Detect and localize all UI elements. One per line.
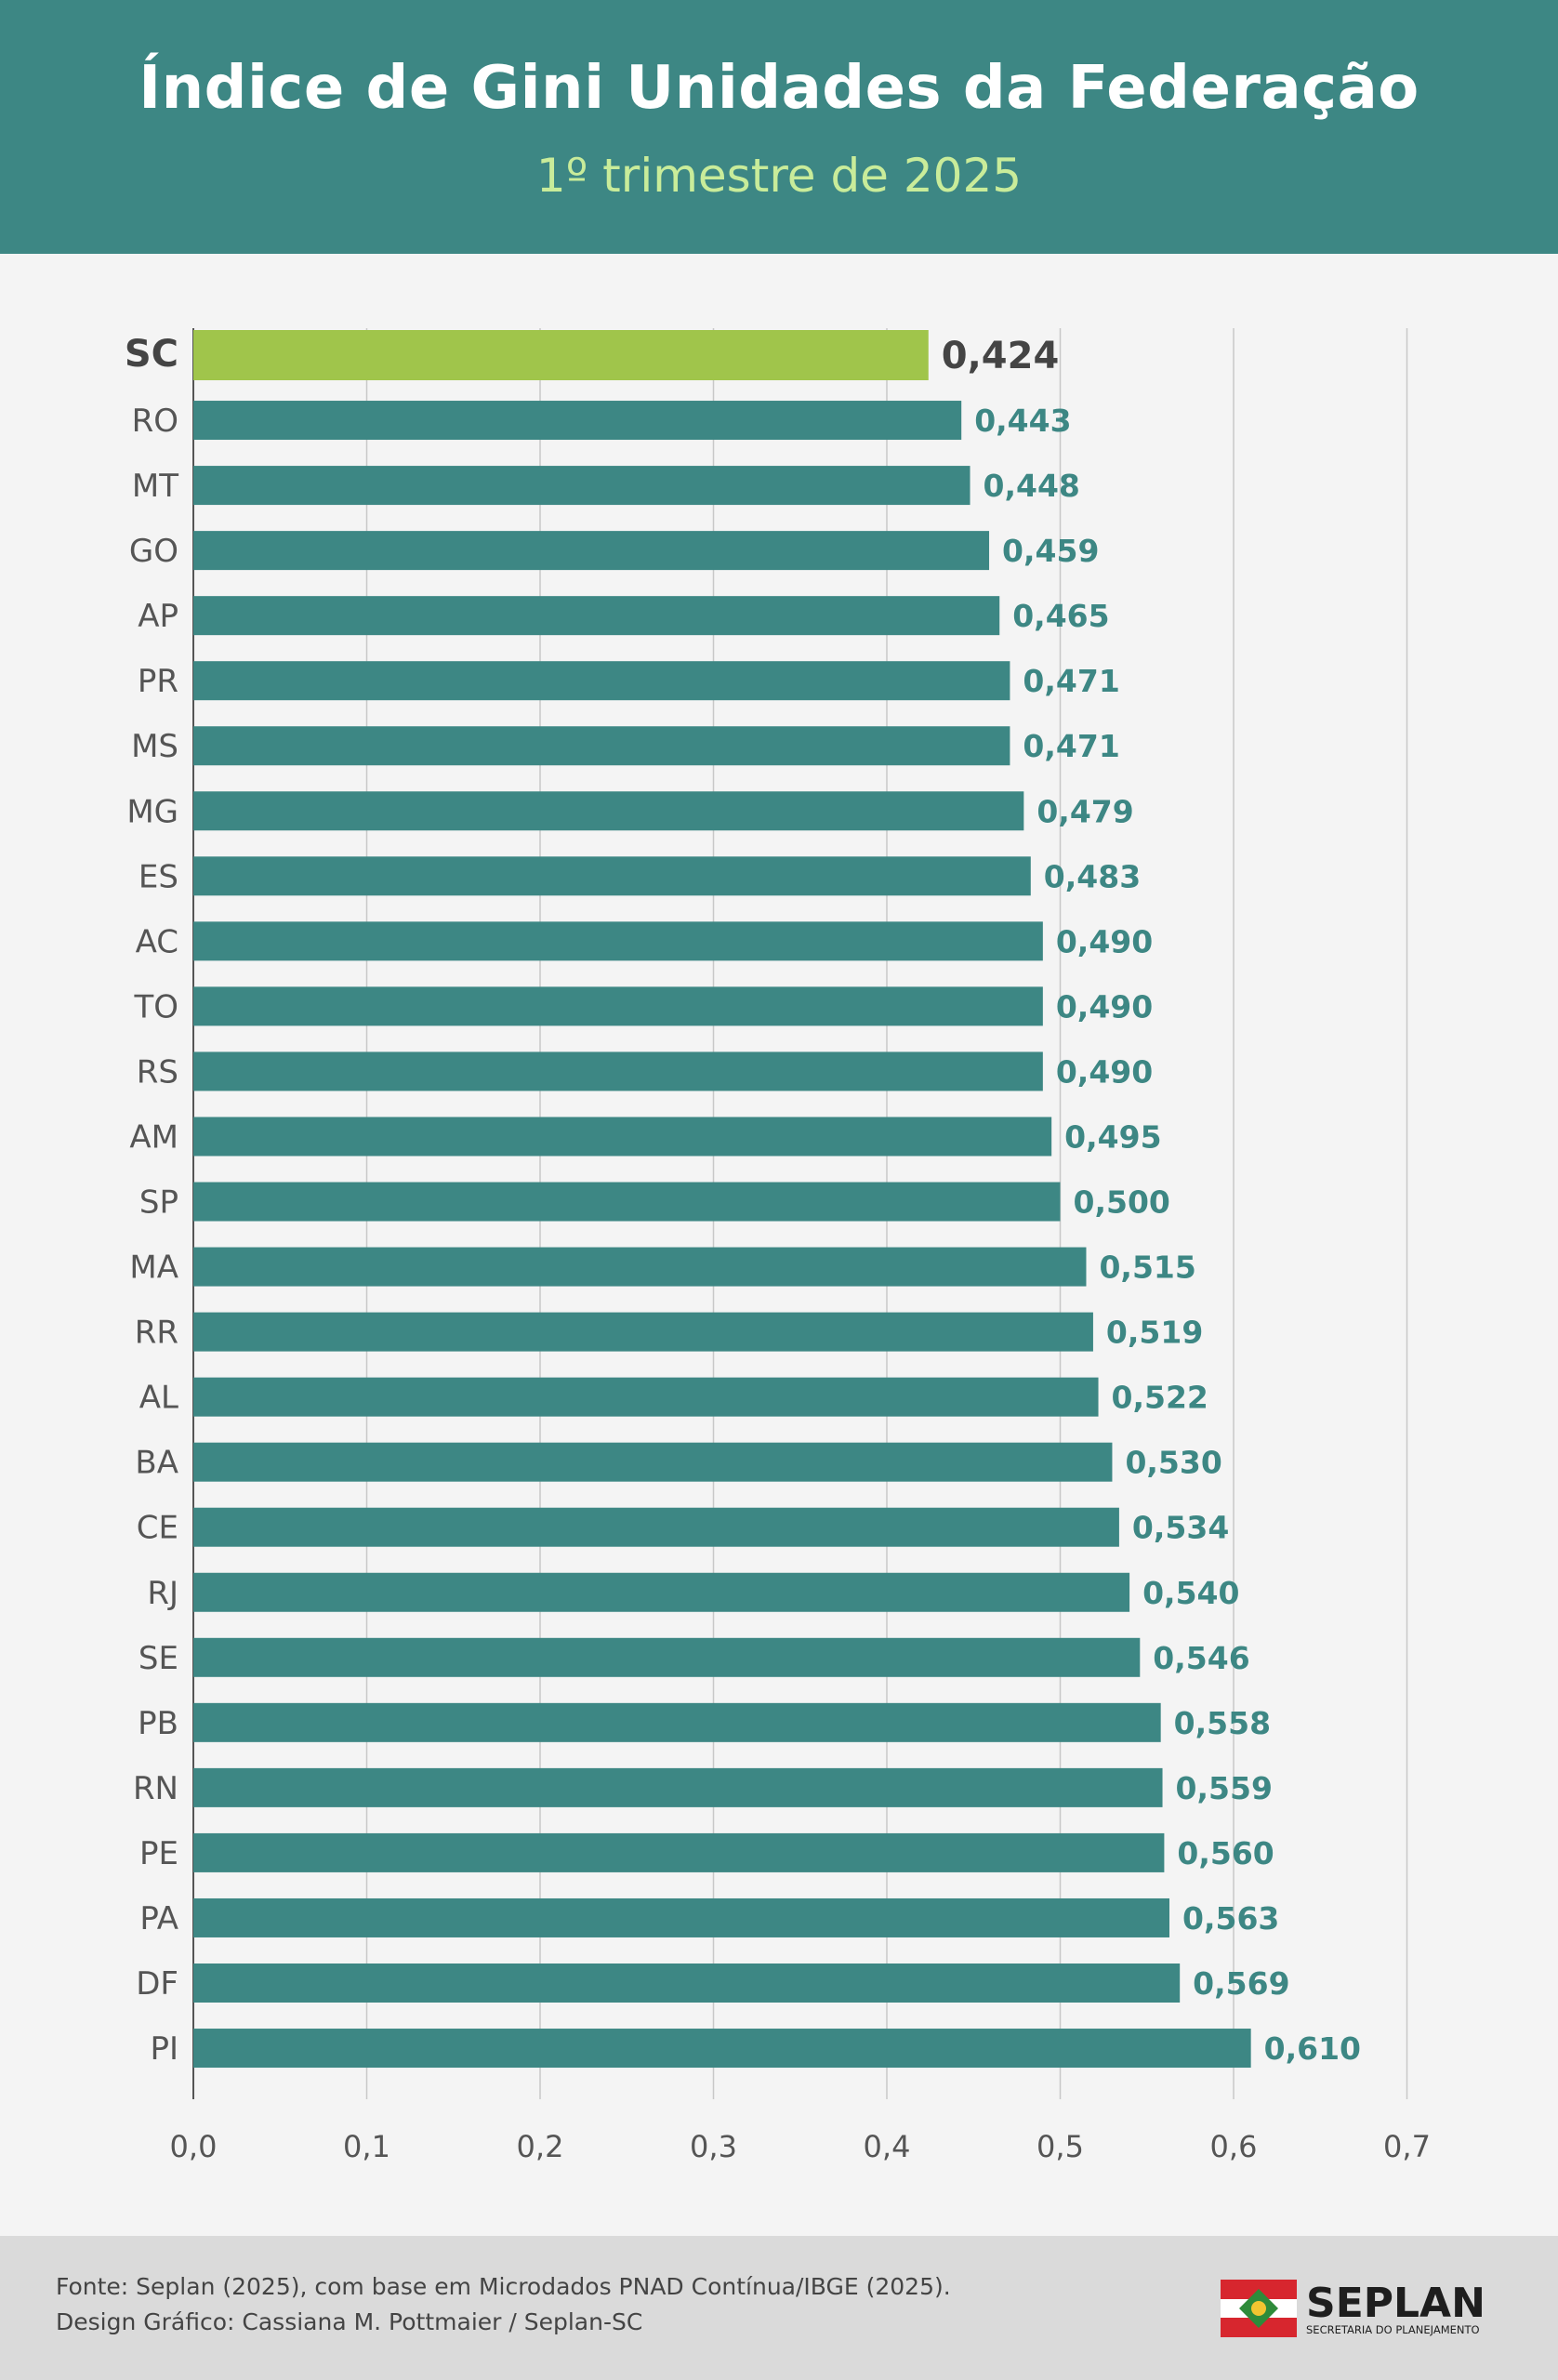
value-label: 0,443 [974, 403, 1071, 439]
value-label: 0,495 [1064, 1118, 1161, 1155]
x-tick-label: 0,3 [690, 2129, 737, 2164]
value-label: 0,540 [1142, 1575, 1239, 1611]
value-label: 0,471 [1023, 663, 1119, 699]
bar [193, 1507, 1119, 1547]
bar [193, 1897, 1169, 1937]
category-label: RN [133, 1770, 178, 1807]
category-label: SP [139, 1184, 178, 1222]
category-label: AC [136, 923, 178, 960]
bar [193, 1832, 1165, 1872]
bar [193, 986, 1043, 1026]
logo-subtext: SECRETARIA DO PLANEJAMENTO [1306, 2323, 1480, 2336]
bar [193, 1182, 1061, 1222]
bar [193, 1572, 1130, 1612]
chart-subtitle: 1º trimestre de 2025 [535, 149, 1023, 203]
category-label: SE [139, 1640, 178, 1677]
value-label: 0,448 [984, 468, 1080, 504]
bar-highlight [193, 330, 929, 380]
seplan-logo: SEPLAN SECRETARIA DO PLANEJAMENTO [1221, 2280, 1485, 2337]
value-label: 0,546 [1153, 1640, 1249, 1676]
bar [193, 661, 1010, 701]
bar [193, 1312, 1093, 1352]
x-tick-label: 0,7 [1383, 2129, 1431, 2164]
category-label: RS [137, 1053, 178, 1091]
category-label: AL [139, 1380, 178, 1417]
category-label: MT [132, 468, 178, 505]
value-label: 0,522 [1112, 1380, 1208, 1416]
value-label: 0,490 [1056, 923, 1153, 959]
category-label: PR [138, 663, 178, 700]
bar [193, 1702, 1161, 1742]
category-label: PB [138, 1705, 178, 1742]
category-label: MG [126, 793, 178, 830]
bar [193, 466, 970, 506]
x-tick-label: 0,6 [1210, 2129, 1258, 2164]
category-label: GO [129, 533, 178, 570]
value-label: 0,610 [1264, 2030, 1361, 2067]
category-label: TO [133, 988, 178, 1025]
category-label: MS [131, 728, 178, 765]
category-label: BA [135, 1445, 178, 1482]
category-label: PI [150, 2030, 178, 2068]
x-tick-label: 0,2 [517, 2129, 564, 2164]
value-label: 0,424 [942, 335, 1060, 377]
category-label: SC [125, 333, 178, 376]
x-tick-label: 0,1 [343, 2129, 390, 2164]
value-label: 0,534 [1132, 1510, 1229, 1546]
chart-header: Índice de Gini Unidades da Federação 1º … [0, 0, 1558, 254]
category-label: AP [138, 598, 178, 635]
bar [193, 596, 1000, 636]
category-label: AM [129, 1118, 178, 1156]
value-label: 0,471 [1023, 728, 1119, 764]
bar [193, 531, 990, 571]
x-tick-label: 0,0 [170, 2129, 218, 2164]
x-tick-label: 0,5 [1036, 2129, 1084, 2164]
value-label: 0,500 [1074, 1184, 1170, 1221]
value-label: 0,559 [1176, 1770, 1273, 1806]
value-label: 0,483 [1044, 858, 1141, 894]
category-label: DF [136, 1965, 178, 2003]
x-tick-label: 0,4 [864, 2129, 911, 2164]
logo-wordmark: SEPLAN [1306, 2280, 1485, 2327]
source-note: Fonte: Seplan (2025), com base em Microd… [56, 2273, 951, 2300]
category-label: ES [139, 858, 178, 895]
category-label: PA [139, 1900, 178, 1937]
bar [193, 1442, 1113, 1482]
category-label: PE [139, 1835, 178, 1872]
category-label: RJ [147, 1575, 178, 1612]
value-label: 0,519 [1106, 1315, 1203, 1351]
bar [193, 856, 1031, 896]
value-label: 0,515 [1099, 1250, 1195, 1286]
category-label: MA [129, 1250, 178, 1287]
bar [193, 1767, 1163, 1807]
value-label: 0,558 [1174, 1705, 1271, 1741]
category-label: RR [135, 1315, 178, 1352]
bar [193, 791, 1024, 831]
bar [193, 921, 1043, 961]
design-credit: Design Gráfico: Cassiana M. Pottmaier / … [56, 2308, 643, 2335]
bar [193, 2029, 1251, 2069]
bar [193, 726, 1010, 766]
bar [193, 401, 962, 441]
category-label: RO [132, 403, 178, 440]
bar [193, 1964, 1181, 2003]
gini-bar-chart: 0,0 0,1 0,2 0,3 0,4 0,5 0,6 0,7 SC 0,424 RO 0,443 MT… [125, 328, 1431, 2164]
value-label: 0,569 [1193, 1965, 1289, 2002]
value-label: 0,465 [1012, 598, 1109, 634]
value-label: 0,490 [1056, 988, 1153, 1025]
value-label: 0,479 [1036, 793, 1133, 829]
bar [193, 1247, 1087, 1287]
value-label: 0,530 [1125, 1445, 1221, 1481]
bar [193, 1117, 1052, 1157]
chart-title: Índice de Gini Unidades da Federação [139, 54, 1419, 123]
bar [193, 1637, 1141, 1677]
bar [193, 1377, 1099, 1417]
value-label: 0,459 [1002, 533, 1099, 569]
value-label: 0,563 [1182, 1900, 1279, 1937]
bar [193, 1051, 1043, 1091]
footer: Fonte: Seplan (2025), com base em Microd… [0, 2236, 1558, 2380]
value-label: 0,560 [1177, 1835, 1274, 1871]
category-label: CE [137, 1510, 178, 1547]
value-label: 0,490 [1056, 1053, 1153, 1090]
